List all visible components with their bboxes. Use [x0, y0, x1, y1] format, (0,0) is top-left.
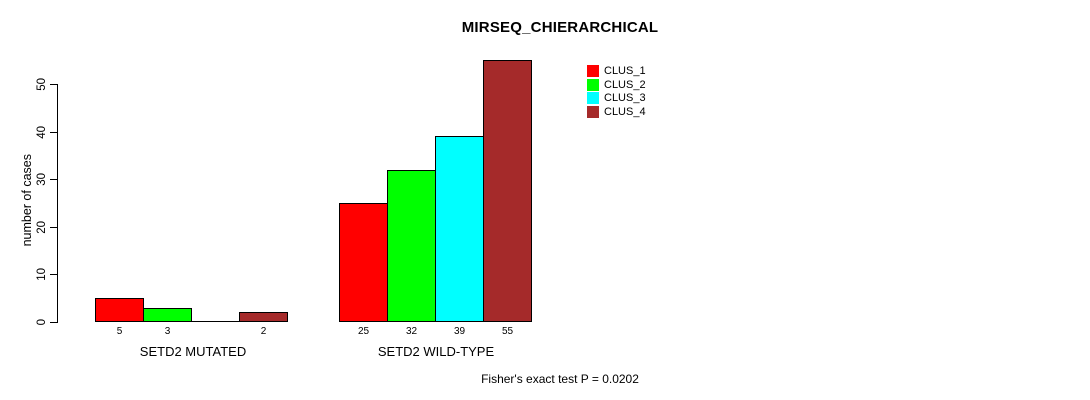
bar-clus_1-group1	[339, 203, 388, 322]
bar-clus_4-group1	[483, 60, 532, 322]
legend-item: CLUS_3	[587, 92, 646, 104]
legend-label: CLUS_3	[604, 92, 646, 104]
legend-swatch-clus-1-icon	[587, 65, 599, 77]
y-axis-line	[57, 84, 58, 323]
bar-value-label: 39	[453, 326, 466, 337]
y-axis-tick	[50, 179, 57, 180]
legend-item: CLUS_1	[587, 65, 646, 77]
bar-value-label: 3	[164, 326, 171, 337]
bar-value-label: 25	[357, 326, 370, 337]
y-axis-tick	[50, 274, 57, 275]
y-axis-tick	[50, 322, 57, 323]
legend-swatch-clus-2-icon	[587, 78, 599, 91]
y-axis-tick-label: 50	[36, 77, 48, 91]
bar-value-label: 55	[501, 326, 514, 337]
bar-clus_4-group0	[239, 312, 288, 322]
legend-label: CLUS_2	[604, 78, 646, 91]
bar-clus_2-group1	[387, 170, 436, 322]
legend: CLUS_1 CLUS_2 CLUS_3 CLUS_4	[587, 65, 646, 118]
bar-clus_3-group1	[435, 136, 484, 322]
legend-item: CLUS_4	[587, 105, 646, 118]
y-axis-tick	[50, 132, 57, 133]
group-label-setd2-wild-type: SETD2 WILD-TYPE	[377, 344, 495, 359]
y-axis-label: number of cases	[20, 153, 34, 247]
legend-swatch-clus-3-icon	[587, 92, 599, 104]
y-axis-label-container: number of cases	[20, 100, 34, 300]
legend-item: CLUS_2	[587, 78, 646, 91]
y-axis-tick	[50, 84, 57, 85]
bar-clus_1-group0	[95, 298, 144, 322]
bar-clus_2-group0	[143, 308, 192, 322]
group-label-setd2-mutated: SETD2 MUTATED	[139, 344, 247, 359]
bar-value-label: 5	[116, 326, 123, 337]
bar-value-label: 32	[405, 326, 418, 337]
bar-value-label: 2	[260, 326, 267, 337]
legend-swatch-clus-4-icon	[587, 105, 599, 118]
fisher-test-annotation: Fisher's exact test P = 0.0202	[481, 372, 639, 386]
chart-title: MIRSEQ_CHIERARCHICAL	[461, 19, 659, 36]
bar-clus_3-group0	[191, 321, 240, 322]
legend-label: CLUS_4	[604, 105, 646, 118]
legend-label: CLUS_1	[604, 65, 646, 77]
y-axis-tick	[50, 227, 57, 228]
